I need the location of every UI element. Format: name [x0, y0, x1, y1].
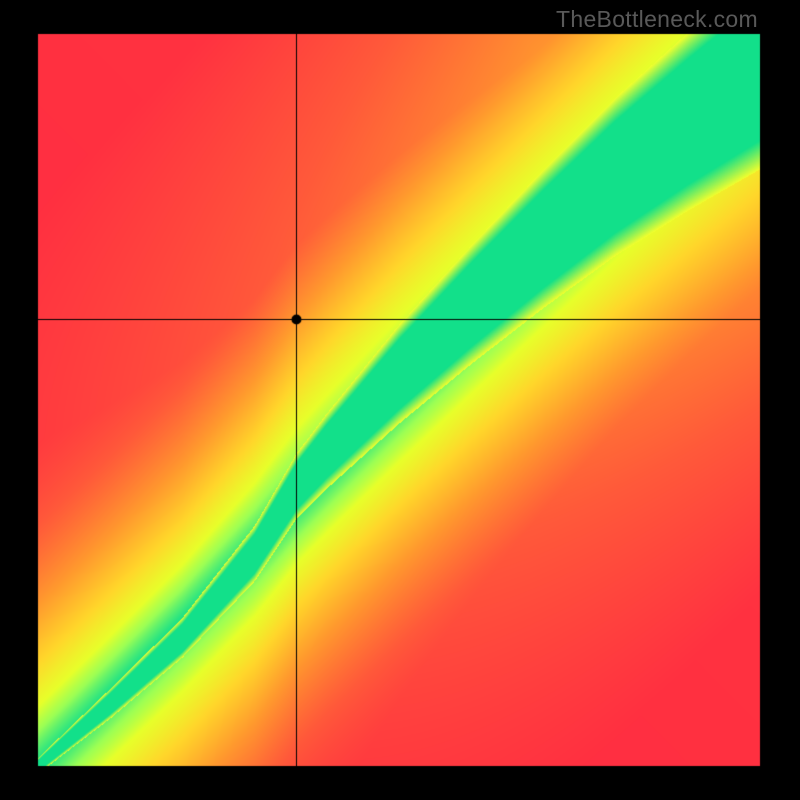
heatmap-canvas	[0, 0, 800, 800]
chart-container: TheBottleneck.com	[0, 0, 800, 800]
watermark-label: TheBottleneck.com	[556, 6, 758, 33]
